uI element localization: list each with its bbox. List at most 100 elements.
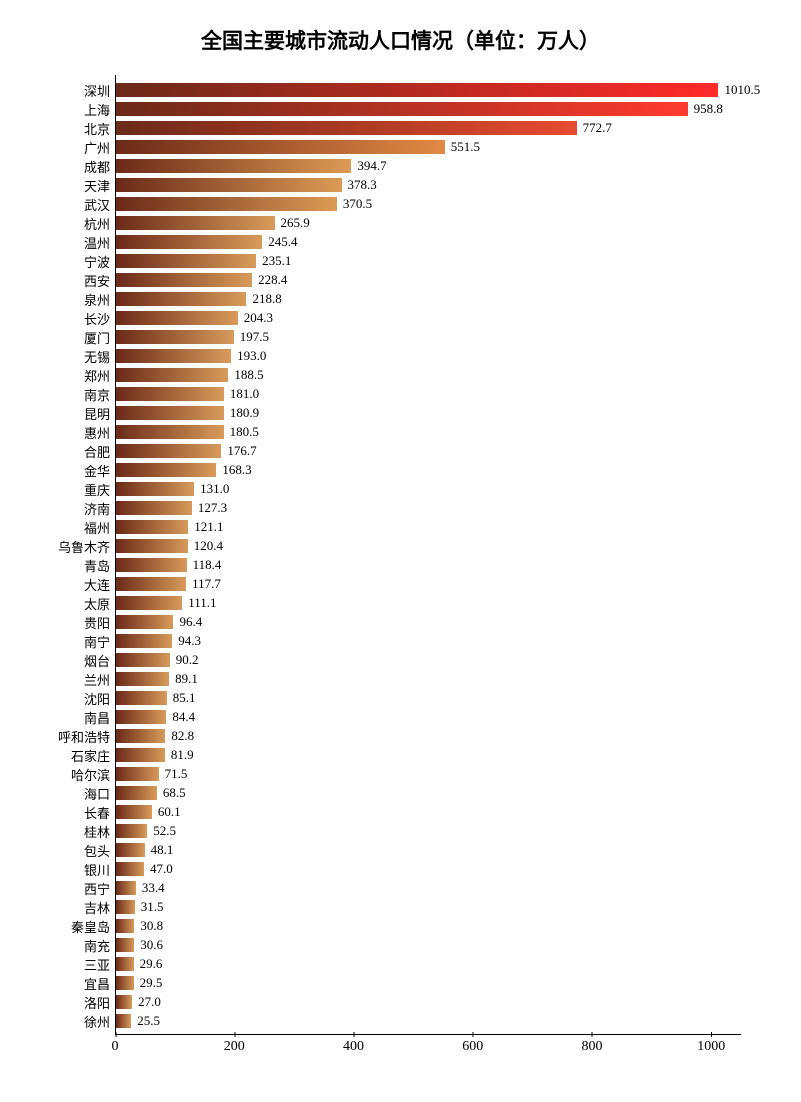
bar-row: 合肥176.7 <box>116 444 257 458</box>
city-label: 上海 <box>84 100 116 119</box>
value-label: 68.5 <box>157 785 186 801</box>
value-label: 29.5 <box>134 975 163 991</box>
value-label: 245.4 <box>262 234 297 250</box>
bar-row: 秦皇岛30.8 <box>116 919 163 933</box>
bar-row: 海口68.5 <box>116 786 186 800</box>
bar-row: 长沙204.3 <box>116 311 273 325</box>
bar-row: 武汉370.5 <box>116 197 372 211</box>
value-label: 180.5 <box>224 424 259 440</box>
plot-area: 深圳1010.5上海958.8北京772.7广州551.5成都394.7天津37… <box>115 75 741 1035</box>
value-label: 168.3 <box>216 462 251 478</box>
value-label: 33.4 <box>136 880 165 896</box>
value-label: 127.3 <box>192 500 227 516</box>
value-label: 48.1 <box>145 842 174 858</box>
value-label: 29.6 <box>134 956 163 972</box>
value-label: 90.2 <box>170 652 199 668</box>
bar <box>116 786 157 800</box>
city-label: 呼和浩特 <box>58 727 116 746</box>
value-label: 235.1 <box>256 253 291 269</box>
bar <box>116 976 134 990</box>
city-label: 合肥 <box>84 442 116 461</box>
city-label: 沈阳 <box>84 689 116 708</box>
city-label: 桂林 <box>84 822 116 841</box>
bar <box>116 501 192 515</box>
x-tick: 400 <box>343 1039 364 1055</box>
value-label: 120.4 <box>188 538 223 554</box>
bar <box>116 767 159 781</box>
city-label: 宁波 <box>84 252 116 271</box>
city-label: 徐州 <box>84 1012 116 1031</box>
value-label: 30.6 <box>134 937 163 953</box>
bar-row: 南京181.0 <box>116 387 259 401</box>
x-tick: 1000 <box>697 1039 725 1055</box>
bar <box>116 463 216 477</box>
bar <box>116 387 224 401</box>
bar-row: 深圳1010.5 <box>116 83 760 97</box>
city-label: 贵阳 <box>84 613 116 632</box>
bar <box>116 577 186 591</box>
city-label: 长沙 <box>84 309 116 328</box>
city-label: 海口 <box>84 784 116 803</box>
value-label: 30.8 <box>134 918 163 934</box>
bar <box>116 178 342 192</box>
bar <box>116 273 252 287</box>
bar <box>116 368 228 382</box>
bar-row: 大连117.7 <box>116 577 221 591</box>
city-label: 秦皇岛 <box>71 917 116 936</box>
bar <box>116 596 182 610</box>
value-label: 118.4 <box>187 557 222 573</box>
bar-row: 西宁33.4 <box>116 881 165 895</box>
bar-row: 金华168.3 <box>116 463 252 477</box>
city-label: 武汉 <box>84 195 116 214</box>
bar-row: 杭州265.9 <box>116 216 310 230</box>
bar-row: 温州245.4 <box>116 235 298 249</box>
bar-row: 银川47.0 <box>116 862 173 876</box>
bar <box>116 425 224 439</box>
bar-row: 福州121.1 <box>116 520 223 534</box>
value-label: 94.3 <box>172 633 201 649</box>
bar-row: 无锡193.0 <box>116 349 266 363</box>
bar-row: 呼和浩特82.8 <box>116 729 194 743</box>
value-label: 204.3 <box>238 310 273 326</box>
city-label: 南充 <box>84 936 116 955</box>
value-label: 370.5 <box>337 196 372 212</box>
value-label: 193.0 <box>231 348 266 364</box>
bar-row: 郑州188.5 <box>116 368 264 382</box>
city-label: 哈尔滨 <box>71 765 116 784</box>
bar <box>116 121 577 135</box>
bar <box>116 349 231 363</box>
bar-row: 沈阳85.1 <box>116 691 195 705</box>
city-label: 烟台 <box>84 651 116 670</box>
bar-row: 北京772.7 <box>116 121 612 135</box>
value-label: 181.0 <box>224 386 259 402</box>
bar <box>116 995 132 1009</box>
bar <box>116 1014 131 1028</box>
bar-row: 贵阳96.4 <box>116 615 202 629</box>
bar <box>116 653 170 667</box>
city-label: 厦门 <box>84 328 116 347</box>
bar-row: 兰州89.1 <box>116 672 198 686</box>
bar <box>116 444 221 458</box>
city-label: 西安 <box>84 271 116 290</box>
bar <box>116 691 167 705</box>
city-label: 无锡 <box>84 347 116 366</box>
value-label: 117.7 <box>186 576 221 592</box>
bar <box>116 615 173 629</box>
x-tick: 800 <box>581 1039 602 1055</box>
city-label: 长春 <box>84 803 116 822</box>
bar <box>116 805 152 819</box>
bar <box>116 710 166 724</box>
value-label: 52.5 <box>147 823 176 839</box>
city-label: 福州 <box>84 518 116 537</box>
bar <box>116 520 188 534</box>
value-label: 47.0 <box>144 861 173 877</box>
city-label: 南昌 <box>84 708 116 727</box>
bar <box>116 83 718 97</box>
city-label: 北京 <box>84 119 116 138</box>
bar-row: 洛阳27.0 <box>116 995 161 1009</box>
x-tick: 200 <box>224 1039 245 1055</box>
value-label: 180.9 <box>224 405 259 421</box>
bar <box>116 748 165 762</box>
bar <box>116 140 445 154</box>
x-tick: 600 <box>462 1039 483 1055</box>
